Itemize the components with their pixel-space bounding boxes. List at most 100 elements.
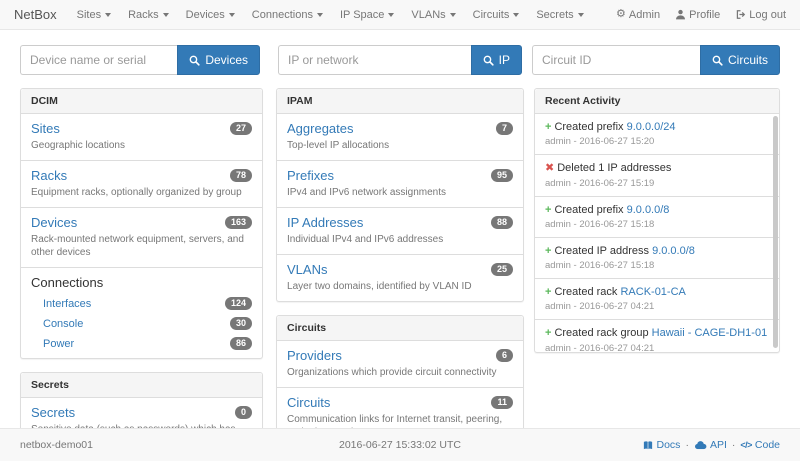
docs-link[interactable]: Docs — [642, 439, 681, 451]
activity-meta: admin - 2016-06-27 15:19 — [545, 177, 655, 189]
activity-meta: admin - 2016-06-27 15:20 — [545, 136, 655, 148]
plus-icon: + — [545, 327, 552, 340]
activity-action: Created rack — [554, 286, 621, 299]
activity-object-link[interactable]: 9.0.0.0/24 — [626, 121, 676, 133]
nav-item-devices[interactable]: Devices — [186, 9, 235, 21]
secrets-link[interactable]: Secrets — [31, 405, 76, 420]
circuit-search-button[interactable]: Circuits — [699, 45, 780, 75]
ip-search-button[interactable]: IP — [470, 45, 522, 75]
activity-object-link[interactable]: Hawaii - CAGE-DH1-01 — [651, 327, 768, 340]
chevron-down-icon — [316, 12, 323, 17]
devices-link[interactable]: Devices — [31, 215, 78, 230]
admin-link[interactable]: ⚙ Admin — [616, 9, 660, 21]
count-badge: 7 — [495, 122, 513, 135]
user-icon — [675, 9, 686, 20]
activity-item: + Created prefix 9.0.0.0/24 admin - 2016-… — [535, 114, 779, 154]
prefixes-link[interactable]: Prefixes — [287, 168, 334, 183]
nav-item-ip-space[interactable]: IP Space — [339, 8, 395, 21]
nav-item-connections[interactable]: Connections — [252, 9, 323, 21]
api-link[interactable]: API — [694, 439, 727, 451]
scrollbar-thumb[interactable] — [773, 116, 778, 348]
docs-label: Docs — [656, 439, 681, 451]
main-content: DCIM Sites 27 Geographic locations Racks 7… — [0, 88, 800, 458]
sites-link[interactable]: Sites — [31, 121, 60, 136]
circuit-search-input[interactable] — [532, 45, 700, 75]
panel-title: IPAM — [277, 89, 523, 114]
ip-search-input[interactable] — [278, 45, 471, 75]
column-dcim: DCIM Sites 27 Geographic locations Racks 7… — [20, 88, 264, 458]
top-navbar: NetBox Sites Racks Devices Connections I… — [0, 0, 800, 30]
circuit-search-group: Circuits — [532, 45, 780, 75]
nav-item-secrets[interactable]: Secrets — [536, 9, 584, 21]
separator-dot: · — [731, 439, 736, 451]
cloud-icon — [694, 440, 707, 450]
brand-logo[interactable]: NetBox — [14, 7, 57, 22]
activity-object-link[interactable]: 9.0.0.0/8 — [626, 203, 670, 216]
circuits-link[interactable]: Circuits — [287, 395, 331, 410]
item-description: Individual IPv4 and IPv6 addresses — [287, 234, 444, 245]
count-badge: 78 — [230, 169, 253, 182]
connections-row-power: Power 86 — [31, 337, 253, 350]
logout-label: Log out — [749, 8, 786, 21]
code-label: Code — [754, 439, 780, 451]
list-item-sites: Sites 27 Geographic locations — [21, 114, 262, 160]
nav-item-racks[interactable]: Racks — [128, 9, 169, 21]
list-item-devices: Devices 163 Rack-mounted network equipmen… — [21, 207, 263, 267]
count-badge: 25 — [490, 263, 513, 276]
panel-title: Recent Activity — [535, 89, 779, 114]
item-description: Rack-mounted network equipment, servers,… — [31, 234, 244, 258]
item-description: Top-level IP allocations — [287, 140, 390, 151]
chevron-down-icon — [228, 12, 235, 17]
activity-object-link[interactable]: 9.0.0.0/8 — [652, 244, 695, 257]
search-icon — [189, 55, 200, 66]
activity-meta: admin - 2016-06-27 15:18 — [545, 218, 655, 230]
list-item-vlans: VLANs 25 Layer two domains, identified by… — [277, 254, 523, 301]
profile-link[interactable]: Profile — [675, 9, 720, 21]
interfaces-link[interactable]: Interfaces — [43, 297, 92, 310]
connections-section: Connections Interfaces 124 Console 30 Powe… — [21, 267, 263, 358]
nav-label: IP Space — [339, 8, 385, 21]
device-search-button[interactable]: Devices — [177, 45, 260, 75]
list-item-aggregates: Aggregates 7 Top-level IP allocations — [277, 114, 523, 160]
count-badge: 6 — [495, 349, 513, 362]
activity-item: + Created prefix 9.0.0.0/8 admin - 2016-0… — [535, 195, 779, 237]
ip-addresses-link[interactable]: IP Addresses — [287, 215, 364, 230]
navbar-right: ⚙ Admin Profile Log out — [616, 9, 786, 21]
power-link[interactable]: Power — [43, 337, 75, 350]
panel-ipam: IPAM Aggregates 7 Top-level IP allocation… — [276, 88, 524, 302]
racks-link[interactable]: Racks — [31, 168, 68, 183]
providers-link[interactable]: Providers — [287, 348, 342, 363]
aggregates-link[interactable]: Aggregates — [287, 121, 354, 136]
code-link[interactable]: </> Code — [740, 439, 780, 451]
count-badge: 124 — [224, 297, 253, 310]
activity-item: + Created rack RACK-01-CA admin - 2016-06… — [535, 278, 779, 319]
nav-label: Circuits — [472, 8, 510, 21]
delete-icon: ✖ — [545, 162, 555, 175]
vlans-link[interactable]: VLANs — [287, 262, 328, 277]
search-icon — [483, 55, 494, 66]
count-badge: 88 — [490, 216, 513, 229]
panel-title: Circuits — [277, 316, 523, 341]
nav-item-vlans[interactable]: VLANs — [411, 9, 456, 21]
device-search-input[interactable] — [20, 45, 178, 75]
activity-object-link[interactable]: RACK-01-CA — [620, 286, 686, 299]
column-activity: Recent Activity + Created prefix 9.0.0.0/… — [534, 88, 780, 353]
nav-label: Devices — [185, 8, 225, 21]
activity-meta: admin - 2016-06-27 04:21 — [545, 342, 655, 352]
list-item-prefixes: Prefixes 95 IPv4 and IPv6 network assignm… — [277, 160, 523, 207]
chevron-down-icon — [162, 12, 169, 17]
separator-dot: · — [685, 439, 689, 451]
nav-label: Connections — [251, 8, 313, 21]
count-badge: 0 — [235, 406, 253, 419]
item-description: Geographic locations — [31, 140, 125, 151]
nav-item-circuits[interactable]: Circuits — [473, 9, 520, 21]
panel-recent-activity: Recent Activity + Created prefix 9.0.0.0/… — [534, 88, 780, 353]
console-link[interactable]: Console — [43, 317, 84, 330]
activity-meta: admin - 2016-06-27 15:18 — [545, 260, 655, 272]
item-description: IPv4 and IPv6 network assignments — [287, 187, 446, 198]
nav-item-sites[interactable]: Sites — [77, 9, 112, 21]
item-description: Layer two domains, identified by VLAN ID — [287, 281, 472, 292]
activity-action: Created prefix — [554, 121, 627, 133]
activity-item: + Created IP address 9.0.0.0/8 admin - 20… — [535, 236, 779, 278]
logout-link[interactable]: Log out — [735, 9, 786, 21]
